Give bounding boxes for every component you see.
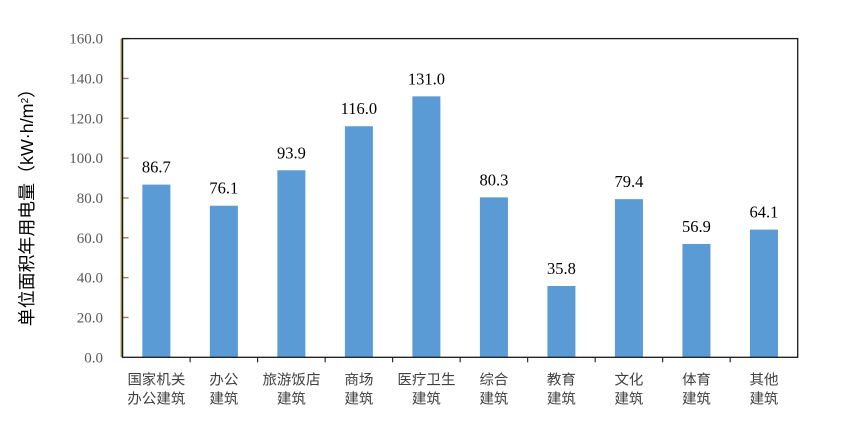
svg-text:建筑: 建筑 <box>209 387 238 408</box>
svg-text:文化: 文化 <box>614 368 643 389</box>
svg-text:56.9: 56.9 <box>682 217 711 236</box>
svg-text:建筑: 建筑 <box>682 387 711 408</box>
svg-text:79.4: 79.4 <box>614 172 643 191</box>
svg-text:64.1: 64.1 <box>750 203 779 222</box>
svg-text:建筑: 建筑 <box>749 387 778 408</box>
svg-text:国家机关: 国家机关 <box>127 368 185 389</box>
svg-text:35.8: 35.8 <box>547 259 576 278</box>
svg-text:80.0: 80.0 <box>77 191 103 207</box>
svg-text:建筑: 建筑 <box>277 387 306 408</box>
svg-text:单位面积年用电量（kW·h/m2）: 单位面积年用电量（kW·h/m2） <box>13 80 39 326</box>
svg-text:建筑: 建筑 <box>344 387 373 408</box>
svg-text:76.1: 76.1 <box>209 179 238 198</box>
svg-text:140.0: 140.0 <box>69 71 103 87</box>
svg-text:建筑: 建筑 <box>614 387 643 408</box>
svg-text:93.9: 93.9 <box>277 143 306 162</box>
svg-text:80.3: 80.3 <box>479 170 508 189</box>
svg-text:0.0: 0.0 <box>84 350 103 366</box>
svg-text:建筑: 建筑 <box>412 387 441 408</box>
svg-text:建筑: 建筑 <box>479 387 508 408</box>
svg-text:教育: 教育 <box>547 368 576 389</box>
svg-text:160.0: 160.0 <box>69 32 103 48</box>
svg-text:100.0: 100.0 <box>69 151 103 167</box>
svg-text:旅游饭店: 旅游饭店 <box>262 368 320 389</box>
svg-text:商场: 商场 <box>344 368 373 389</box>
svg-text:医疗卫生: 医疗卫生 <box>397 368 455 389</box>
svg-text:40.0: 40.0 <box>77 271 103 287</box>
svg-text:20.0: 20.0 <box>77 310 103 326</box>
svg-text:办公建筑: 办公建筑 <box>127 387 185 408</box>
svg-text:建筑: 建筑 <box>547 387 576 408</box>
svg-text:60.0: 60.0 <box>77 231 103 247</box>
svg-text:办公: 办公 <box>209 368 238 389</box>
svg-text:其他: 其他 <box>749 368 778 389</box>
svg-text:116.0: 116.0 <box>341 99 378 118</box>
svg-text:131.0: 131.0 <box>408 69 445 88</box>
svg-text:综合: 综合 <box>479 368 508 389</box>
svg-text:120.0: 120.0 <box>69 111 103 127</box>
svg-text:86.7: 86.7 <box>142 158 171 177</box>
svg-text:体育: 体育 <box>682 368 711 389</box>
